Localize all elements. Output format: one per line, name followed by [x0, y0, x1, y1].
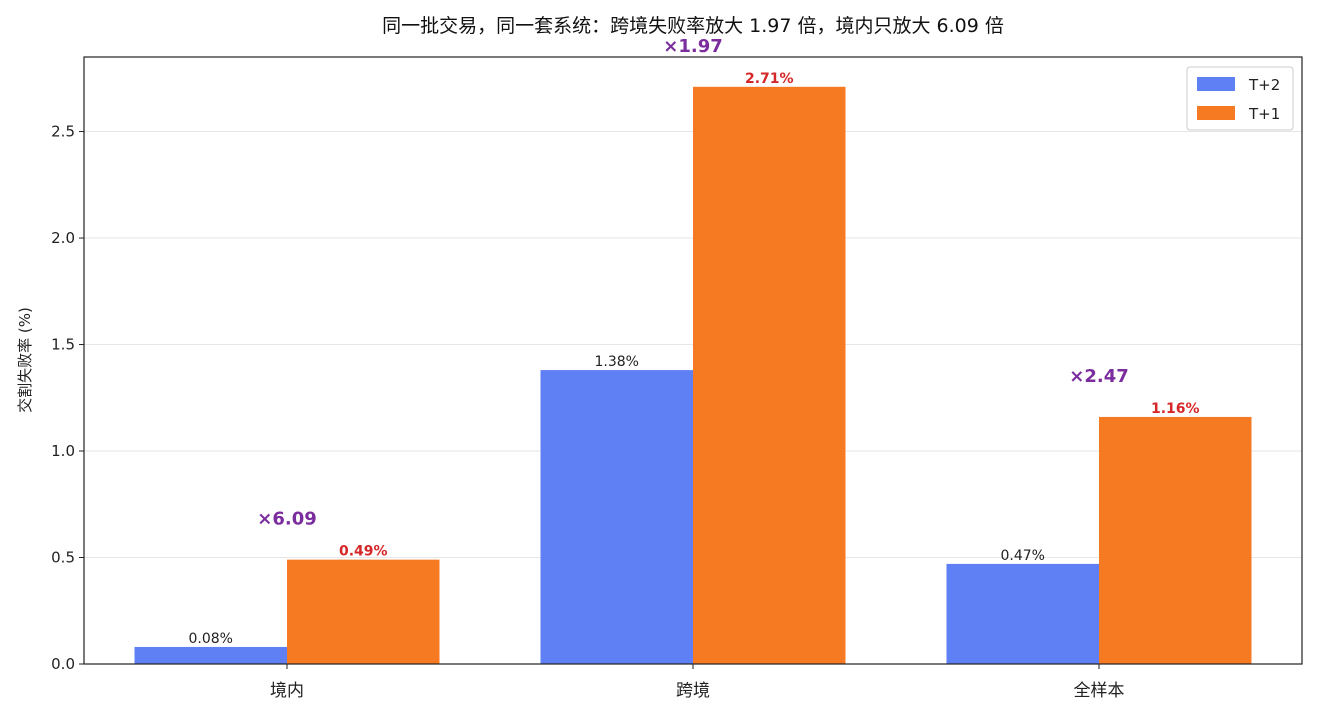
ratio-label: ×6.09	[257, 509, 317, 530]
bar-t1	[693, 86, 846, 664]
y-tick-label: 1.0	[51, 442, 75, 460]
legend-label-t2: T+2	[1248, 76, 1280, 94]
bar-t2	[134, 646, 287, 664]
bar-t1	[287, 559, 440, 664]
y-tick-label: 2.0	[51, 229, 75, 247]
bar-t2	[946, 563, 1099, 664]
axes: 0.0 0.5 1.0 1.5 2.0 2.5 境内 跨境 全样本	[51, 56, 1303, 701]
value-label-t1: 2.71%	[745, 71, 794, 87]
ratio-label: ×2.47	[1069, 366, 1129, 387]
legend-swatch-t2	[1197, 77, 1235, 91]
value-label-t1: 0.49%	[339, 544, 388, 560]
legend-label-t1: T+1	[1248, 105, 1280, 123]
chart-title: 同一批交易，同一套系统：跨境失败率放大 1.97 倍，境内只放大 6.09 倍	[382, 15, 1004, 37]
y-tick-label: 0.5	[51, 549, 75, 567]
value-label-t2: 1.38%	[595, 354, 639, 370]
legend-swatch-t1	[1197, 106, 1235, 120]
data-labels: 0.08% 0.49% ×6.09 1.38% 2.71% ×1.97 0.47% 1.16%…	[189, 36, 1200, 647]
value-label-t2: 0.47%	[1001, 548, 1045, 564]
y-axis-label: 交割失败率 (%)	[16, 307, 34, 413]
value-label-t2: 0.08%	[189, 631, 233, 647]
x-tick-label: 境内	[270, 681, 304, 701]
plot-frame	[83, 56, 1303, 665]
bars	[134, 86, 1252, 664]
y-tick-label: 0.0	[51, 655, 75, 673]
bar-t2	[540, 370, 693, 664]
bar-t1	[1099, 416, 1252, 664]
y-tick-label: 2.5	[51, 123, 75, 141]
value-label-t1: 1.16%	[1151, 401, 1200, 417]
ratio-label: ×1.97	[663, 36, 723, 57]
legend: T+2 T+1	[1186, 66, 1294, 131]
x-tick-label: 跨境	[676, 681, 710, 701]
x-tick-label: 全样本	[1074, 681, 1125, 701]
y-tick-label: 1.5	[51, 336, 75, 354]
